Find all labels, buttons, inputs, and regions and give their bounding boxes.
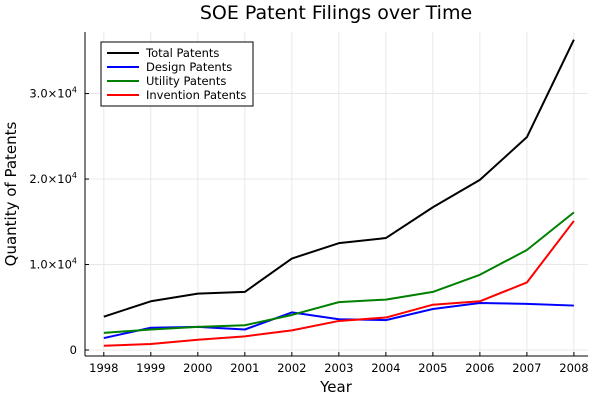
y-tick-mantissa: 0 xyxy=(70,343,77,357)
x-tick-label: 1998 xyxy=(89,361,118,375)
y-tick-exponent: 4 xyxy=(72,257,77,266)
y-tick-mantissa: 3.0×10 xyxy=(29,87,72,101)
y-tick-label: 1.0×104 xyxy=(29,257,77,272)
x-tick-label: 2000 xyxy=(183,361,212,375)
x-axis-ticks: 1998 1999 2000 2001 2002 2003 2004 2005 2006 2007… xyxy=(89,352,589,375)
y-tick-mantissa: 1.0×10 xyxy=(29,258,72,272)
utility-patents-line xyxy=(103,211,575,334)
y-tick-exponent: 4 xyxy=(72,171,77,180)
series-lines xyxy=(103,39,575,347)
y-tick-label: 2.0×104 xyxy=(29,171,77,186)
chart-title: SOE Patent Filings over Time xyxy=(200,2,472,24)
x-tick-label: 2001 xyxy=(230,361,259,375)
legend-label-design-patents: Design Patents xyxy=(146,60,232,74)
y-tick-mantissa: 2.0×10 xyxy=(29,172,72,186)
legend-label-utility-patents: Utility Patents xyxy=(146,74,226,88)
x-tick-label: 2006 xyxy=(465,361,494,375)
legend-label-total-patents: Total Patents xyxy=(145,46,219,60)
y-tick-exponent: 4 xyxy=(72,86,77,95)
x-tick-label: 2008 xyxy=(559,361,588,375)
x-tick-label: 2005 xyxy=(418,361,447,375)
grid xyxy=(85,32,588,356)
legend-label-invention-patents: Invention Patents xyxy=(146,88,246,102)
x-tick-label: 1999 xyxy=(136,361,165,375)
x-axis-label: Year xyxy=(319,378,353,396)
y-tick-label: 3.0×104 xyxy=(29,86,77,101)
x-tick-label: 2002 xyxy=(277,361,306,375)
total-patents-line xyxy=(103,39,575,318)
y-axis-label: Quantity of Patents xyxy=(2,121,20,266)
x-tick-label: 2004 xyxy=(371,361,400,375)
invention-patents-line xyxy=(103,220,575,347)
x-tick-label: 2003 xyxy=(324,361,353,375)
x-tick-label: 2007 xyxy=(512,361,541,375)
y-tick-label: 0 xyxy=(70,343,77,357)
